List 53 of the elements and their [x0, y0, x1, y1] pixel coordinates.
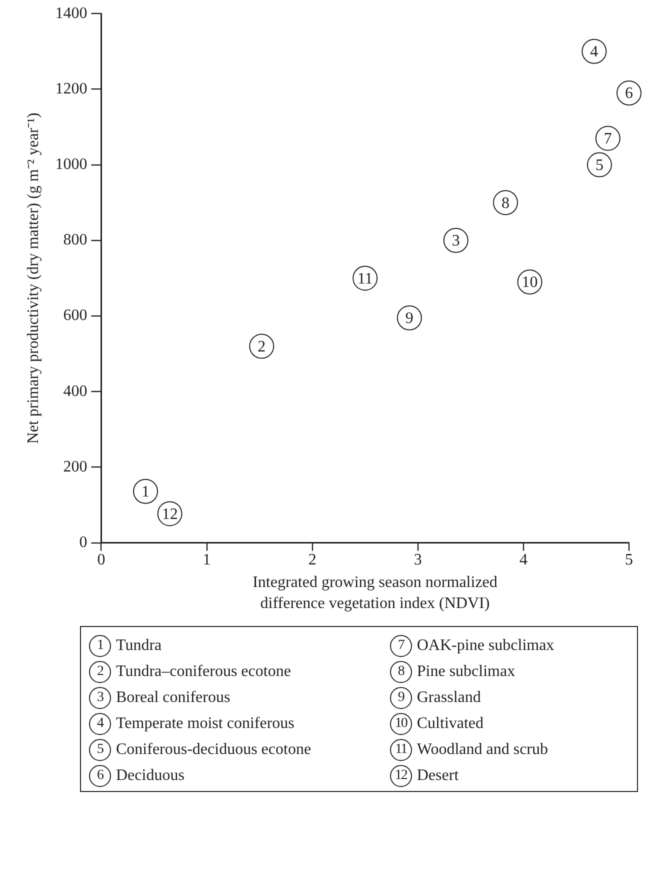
legend-label: Woodland and scrub	[416, 741, 548, 759]
legend-label: Boreal coniferous	[116, 689, 230, 707]
y-tick-label: 1400	[55, 4, 88, 22]
y-tick-label: 0	[79, 534, 88, 552]
x-tick-label: 5	[625, 552, 633, 569]
annotation: 11	[357, 270, 373, 288]
x-tick-label: 1	[202, 552, 211, 569]
annotation: 7	[604, 130, 612, 148]
y-tick-label: 1000	[55, 156, 88, 174]
annotation: 12	[162, 506, 178, 523]
text: 10	[394, 716, 407, 731]
annotation: 4	[590, 44, 598, 61]
legend-label: Tundra–coniferous ecotone	[116, 663, 291, 681]
x-tick-label: 3	[414, 552, 422, 569]
legend-label: Coniferous-deciduous ecotone	[116, 741, 312, 759]
text: 12	[394, 768, 407, 783]
y-tick-label: 1200	[55, 80, 88, 98]
annotation: 1	[142, 484, 150, 501]
text: 11	[395, 742, 407, 757]
y-tick-label: 200	[63, 458, 88, 476]
text: 6	[97, 768, 103, 783]
x-tick-label: 2	[308, 552, 316, 569]
point	[133, 478, 158, 504]
legend-label: Desert	[416, 767, 459, 785]
legend-label: Grassland	[416, 689, 481, 707]
text: 1	[97, 638, 103, 653]
legend-label: OAK-pine subclimax	[416, 637, 554, 655]
text: 2	[97, 664, 103, 679]
annotation: 2	[258, 338, 266, 356]
y-axis-title: Net primary productivity (dry matter) (g m⁻² year⁻¹)	[24, 112, 42, 444]
legend-label: Pine subclimax	[416, 663, 516, 681]
y-tick-label: 600	[63, 307, 88, 324]
annotation: 9	[405, 310, 414, 328]
legend-label: Temperate moist coniferous	[116, 715, 294, 733]
text: 9	[398, 690, 404, 705]
text: 8	[398, 664, 404, 679]
text: 3	[97, 690, 103, 705]
text: 7	[398, 638, 404, 653]
x-tick-label: 0	[97, 552, 106, 569]
x-axis-title: Integrated growing season normalized difference vegetation index (NDVI)	[252, 573, 498, 614]
text: 5	[97, 742, 103, 757]
annotation: 6	[625, 85, 633, 102]
y-tick-label: 800	[63, 232, 88, 249]
annotation: 8	[501, 194, 510, 212]
annotation: 10	[522, 274, 538, 292]
text: 4	[97, 716, 103, 731]
x-tick-label: 4	[519, 552, 528, 569]
legend-label: Tundra	[116, 637, 162, 655]
annotation: 5	[595, 157, 604, 174]
annotation: 3	[452, 232, 460, 250]
legend-label: Deciduous	[116, 767, 184, 785]
legend-label: Cultivated	[416, 715, 484, 733]
y-tick-label: 400	[63, 382, 88, 400]
